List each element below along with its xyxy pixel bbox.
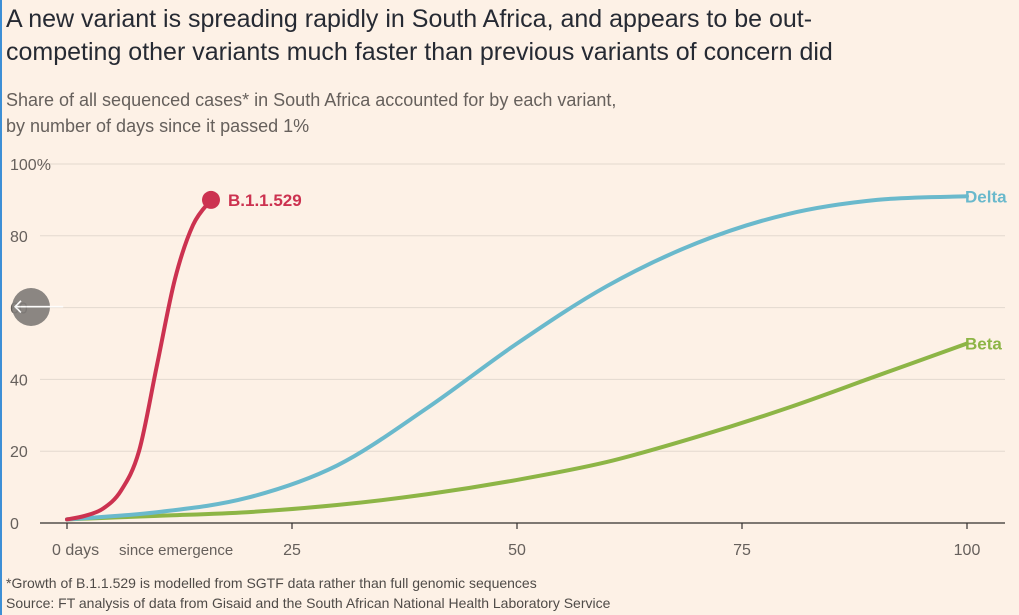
series-label-beta: Beta [965,335,1002,354]
x-axis-label-suffix: since emergence [119,542,233,559]
chart-subtitle: Share of all sequenced cases* in South A… [6,87,906,139]
x-tick-label: 25 [283,542,301,559]
y-tick-label: 80 [10,229,28,246]
chart-subtitle-line-1: Share of all sequenced cases* in South A… [6,90,617,110]
x-tick-label: 75 [733,542,751,559]
series-end-marker-b-1-1-529 [202,190,220,209]
y-tick-label: 100% [10,157,51,174]
y-tick-label: 20 [10,444,28,461]
chart-footnotes: *Growth of B.1.1.529 is modelled from SG… [6,573,1006,613]
left-accent-rule [0,0,2,615]
source-text: Source: FT analysis of data from Gisaid … [6,595,611,611]
footnote-text: *Growth of B.1.1.529 is modelled from SG… [6,575,537,591]
x-tick-label: 100 [954,542,981,559]
x-tick-label: 50 [508,542,526,559]
y-tick-label: 40 [10,372,28,389]
chart-title: A new variant is spreading rapidly in So… [6,3,1016,69]
series-line-delta [65,194,969,522]
chart-title-line-2: competing other variants much faster tha… [6,38,833,66]
series-label-delta: Delta [965,187,1007,206]
series-label-b-1-1-529: B.1.1.529 [228,191,302,210]
chart-title-line-1: A new variant is spreading rapidly in So… [6,5,813,33]
chart-subtitle-line-2: by number of days since it passed 1% [6,116,310,136]
x-tick-label: 0 days [52,542,99,559]
back-button[interactable]: 🡐 [12,288,66,326]
series-line-beta [65,341,969,522]
series-line-b-1-1-529 [65,197,213,522]
arrow-left-icon: 🡐 [12,296,66,318]
y-tick-label: 0 [10,516,19,533]
